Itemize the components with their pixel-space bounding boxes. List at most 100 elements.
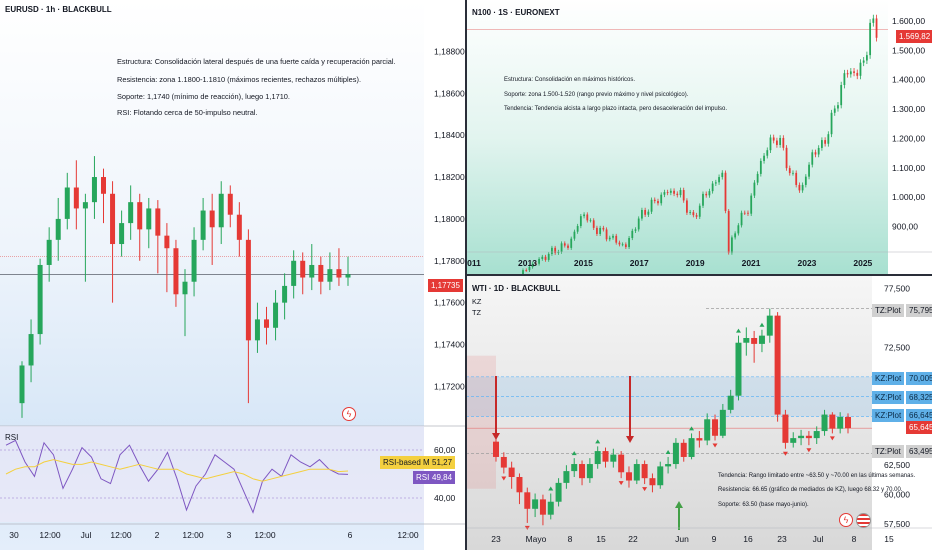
eurusd-candle: [119, 223, 125, 245]
n100-candle: [692, 212, 695, 216]
n100-candle: [644, 209, 647, 215]
eurusd-y-tick: 1,18000: [434, 214, 465, 224]
eurusd-x-tick: 2: [155, 530, 160, 540]
n100-candle: [705, 193, 708, 196]
wti-note-trend: Tendencia: Rango limitado entre ~63.50 y…: [718, 473, 916, 479]
eurusd-candle: [318, 264, 324, 282]
wti-x-tick: 8: [852, 534, 857, 544]
n100-candle: [734, 233, 737, 238]
lightning-icon[interactable]: ϟ: [342, 407, 356, 421]
rsi-title: RSI: [5, 433, 19, 442]
wti-x-tick: 23: [491, 534, 501, 544]
wti-x-tick: Jun: [675, 534, 689, 544]
eurusd-candle: [164, 235, 170, 249]
lightning-icon[interactable]: ϟ: [839, 513, 853, 527]
n100-y-tick: 1.000,00: [892, 192, 925, 202]
wti-candle: [798, 435, 805, 439]
n100-candle: [872, 18, 875, 23]
n100-candle: [528, 266, 531, 271]
wti-candle: [610, 454, 617, 462]
eurusd-y-tick: 1,18800: [434, 46, 465, 56]
wti-signal-arrow: [501, 476, 507, 481]
tz-plot-tag-top: TZ:Plot: [872, 304, 904, 317]
n100-candle: [522, 270, 524, 275]
n100-candle: [731, 237, 733, 253]
n100-candle: [743, 212, 746, 214]
eurusd-candle: [245, 239, 251, 341]
tz-plot-value-bottom: 63,495: [906, 445, 932, 458]
wti-candle: [602, 451, 609, 462]
kz-plot-tag-2: KZ:Plot: [872, 391, 905, 404]
n100-x-tick: 2013: [518, 258, 537, 268]
eurusd-chart[interactable]: 1,18800 1,18600 1,18400 1,18200 1,18000 1,178…: [0, 0, 466, 550]
n100-candle: [682, 190, 685, 201]
wti-y-tick: 60,000: [884, 490, 910, 500]
n100-candle: [551, 247, 553, 254]
eurusd-candle: [137, 202, 143, 230]
n100-candle: [669, 190, 672, 193]
n100-candle: [862, 60, 865, 63]
eurusd-candle: [28, 334, 34, 366]
eurusd-candle: [300, 260, 306, 278]
eurusd-candle: [291, 260, 297, 286]
n100-candle: [608, 237, 611, 240]
eurusd-candle: [327, 269, 333, 282]
n100-candle: [727, 210, 730, 253]
eurusd-candle: [191, 239, 197, 282]
wti-candle: [665, 464, 672, 467]
wti-x-tick: Jul: [813, 534, 824, 544]
wti-candle: [532, 499, 539, 509]
eurusd-candle: [82, 202, 88, 209]
wti-candle: [508, 467, 515, 477]
eurusd-note-support: Soporte: 1,1740 (mínimo de reacción), lu…: [117, 92, 290, 101]
kz-plot-value-3: 66,645: [906, 409, 932, 422]
wti-signal-arrow: [806, 448, 812, 453]
n100-candle: [560, 243, 563, 252]
wti-candle: [579, 464, 586, 479]
eurusd-panel[interactable]: 1,18800 1,18600 1,18400 1,18200 1,18000 1,178…: [0, 0, 466, 550]
eurusd-candle: [91, 177, 97, 203]
eurusd-x-tick: 12:00: [254, 530, 276, 540]
eurusd-price-label: 1,17735: [428, 279, 463, 292]
n100-candle: [547, 253, 550, 260]
wti-signal-arrow: [735, 328, 741, 333]
n100-title: N100 · 1S · EURONEXT: [472, 8, 560, 17]
n100-candle: [814, 152, 817, 155]
n100-chart[interactable]: 1.600,00 1.500,00 1.400,00 1.300,00 1.200,00…: [466, 0, 932, 275]
n100-candle: [759, 160, 762, 174]
n100-x-tick: 2011: [466, 258, 481, 268]
wti-panel[interactable]: 77,500 72,500 62,500 60,000 57,500 23 Mayo 8 15 2…: [466, 275, 932, 550]
tz-plot-tag-bottom: TZ:Plot: [872, 445, 904, 458]
n100-y-tick: 1.500,00: [892, 45, 925, 55]
wti-x-tick: 23: [777, 534, 787, 544]
n100-candle: [776, 140, 778, 145]
wti-x-tick: Mayo: [526, 534, 547, 544]
us-flag-icon[interactable]: [856, 513, 871, 528]
eurusd-candle: [110, 193, 116, 245]
wti-legend-kz: KZ: [472, 297, 482, 306]
n100-candle: [853, 71, 855, 73]
n100-panel[interactable]: 1.600,00 1.500,00 1.400,00 1.300,00 1.200,00…: [466, 0, 932, 275]
n100-y-tick: 1.300,00: [892, 104, 925, 114]
eurusd-y-tick: 1,18600: [434, 88, 465, 98]
wti-signal-arrow: [689, 426, 695, 431]
n100-candle: [525, 270, 528, 271]
wti-candle: [563, 471, 570, 483]
n100-y-tick: 900,00: [892, 222, 918, 232]
n100-candle: [875, 18, 878, 38]
n100-x-tick: 2019: [686, 258, 705, 268]
eurusd-candle: [182, 281, 188, 295]
n100-candle: [586, 214, 589, 221]
n100-x-tick: 2025: [853, 258, 872, 268]
n100-candle: [866, 55, 868, 61]
n100-candle: [686, 200, 688, 213]
n100-candle: [531, 263, 534, 267]
eurusd-note-resistance: Resistencia: zona 1.1800-1.1810 (máximos…: [117, 75, 362, 84]
n100-candle: [673, 190, 675, 194]
n100-candle: [570, 238, 573, 248]
wti-x-tick: 9: [712, 534, 717, 544]
wti-chart[interactable]: 77,500 72,500 62,500 60,000 57,500 23 Mayo 8 15 2…: [466, 275, 932, 550]
n100-candle: [824, 140, 827, 144]
wti-x-tick: 15: [884, 534, 894, 544]
wti-candle: [813, 431, 820, 439]
